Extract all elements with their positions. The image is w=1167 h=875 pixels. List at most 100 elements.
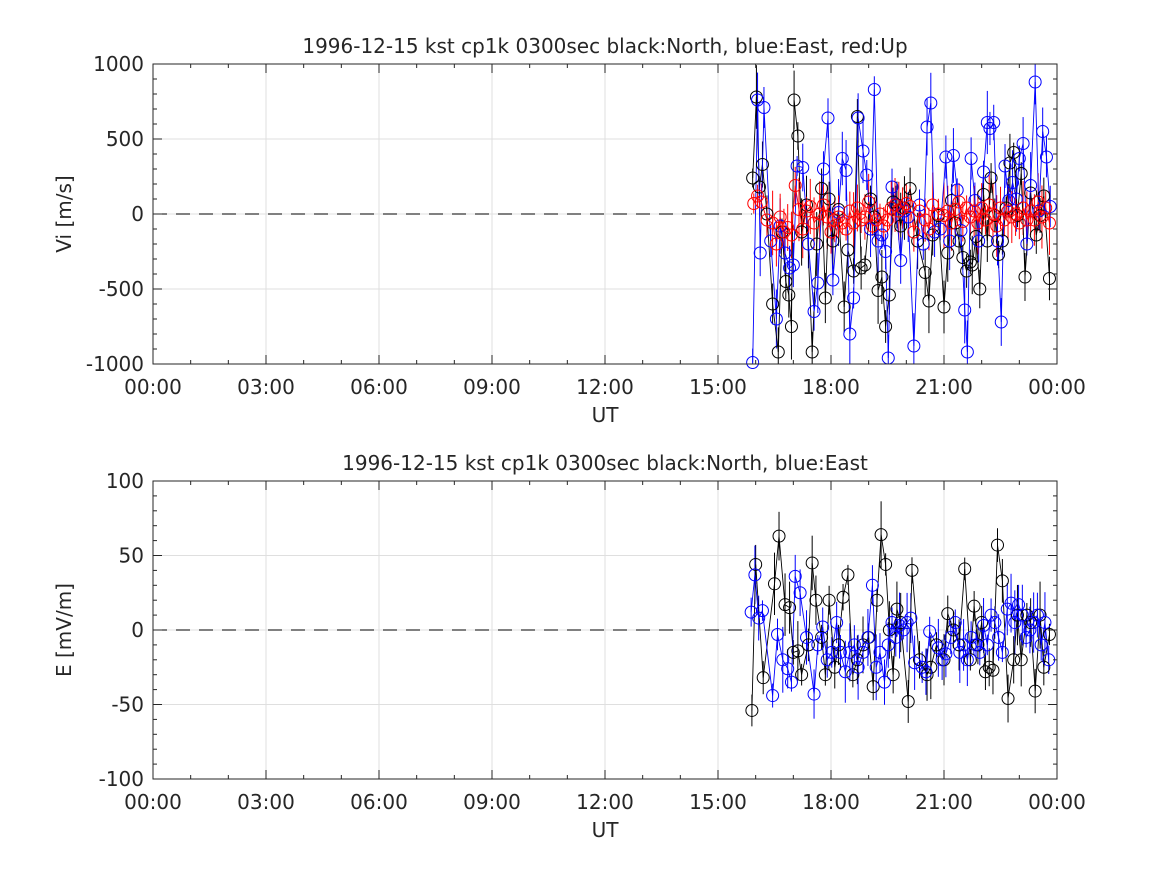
data-point (818, 291, 832, 305)
data-point (941, 204, 955, 218)
data-point (995, 645, 1009, 659)
data-point (769, 237, 783, 251)
data-point (749, 557, 763, 571)
data-point (815, 630, 829, 644)
data-point (805, 345, 819, 359)
data-point (939, 647, 953, 661)
data-point (967, 204, 981, 218)
data-point (939, 150, 953, 164)
data-point (791, 129, 805, 143)
efield-chart-title: 1996-12-15 kst cp1k 0300sec black:North,… (342, 451, 868, 475)
x-tick-label: 12:00 (576, 790, 634, 814)
data-point (836, 590, 850, 604)
data-point (755, 158, 769, 171)
data-point (839, 164, 853, 177)
data-point (964, 630, 978, 644)
data-point (847, 291, 861, 305)
data-point (843, 204, 857, 218)
data-point (846, 668, 860, 682)
data-point (971, 216, 985, 230)
data-point (1012, 216, 1026, 230)
data-point (918, 266, 932, 279)
data-point (796, 222, 810, 236)
data-point (864, 192, 878, 206)
data-point (915, 660, 929, 674)
data-point (995, 234, 1009, 248)
data-point (861, 630, 875, 644)
data-point (843, 645, 857, 659)
data-point (885, 616, 899, 630)
data-point (811, 276, 825, 290)
data-point (830, 616, 844, 630)
data-point (837, 300, 851, 314)
velocity-y-axis-label: Vi [m/s] (52, 175, 76, 252)
data-point (1024, 186, 1038, 200)
data-point (786, 258, 800, 272)
y-tick-label: 0 (131, 618, 144, 642)
data-point (889, 630, 903, 644)
x-tick-label: 03:00 (237, 375, 295, 399)
data-point (800, 204, 814, 218)
data-point (956, 215, 970, 228)
data-point (768, 577, 781, 591)
data-point (826, 234, 840, 248)
data-point (875, 228, 889, 242)
data-point (753, 246, 767, 260)
data-point (745, 703, 759, 717)
data-point (779, 275, 793, 288)
data-point (1028, 75, 1042, 89)
data-point (850, 110, 864, 123)
data-point (1042, 216, 1056, 230)
y-tick-label: -500 (99, 277, 144, 301)
velocity-x-axis-label: UT (592, 403, 620, 427)
data-point (879, 320, 893, 333)
data-point (755, 604, 769, 618)
data-point (856, 645, 870, 659)
data-point (963, 255, 977, 269)
velocity-chart: 00:00 03:00 06:00 09:00 12:00 15:00 18:00 21:00… (52, 34, 1086, 427)
data-point (769, 312, 783, 326)
data-point (1008, 616, 1022, 630)
data-point (941, 607, 955, 621)
data-point (805, 556, 819, 570)
velocity-chart-title: 1996-12-15 kst cp1k 0300sec black:North,… (302, 34, 907, 58)
y-tick-label: 100 (106, 469, 144, 493)
data-point (937, 300, 951, 314)
efield-chart: 00:00 03:00 06:00 09:00 12:00 15:00 18:00 21:00… (52, 451, 1086, 842)
data-point (746, 356, 760, 369)
y-tick-label: 50 (119, 544, 144, 568)
data-point (816, 198, 830, 212)
data-point (975, 616, 989, 630)
data-point (952, 234, 966, 248)
data-point (890, 602, 904, 616)
data-point (948, 203, 962, 216)
data-point (801, 638, 815, 652)
data-point (896, 201, 910, 215)
data-point (847, 638, 861, 652)
y-tick-label: -50 (111, 693, 144, 717)
data-point (972, 234, 986, 248)
x-tick-label: 21:00 (915, 375, 973, 399)
data-point (960, 653, 974, 667)
data-point (822, 593, 836, 607)
data-point (901, 695, 915, 709)
efield-y-axis-label: E [mV/m] (52, 583, 76, 677)
x-tick-label: 06:00 (350, 790, 408, 814)
data-point (992, 248, 1006, 261)
data-point (809, 593, 823, 607)
data-point (811, 638, 825, 652)
data-point (866, 680, 880, 694)
data-point (984, 608, 998, 622)
data-point (777, 225, 791, 239)
data-point (982, 660, 996, 674)
data-point (892, 204, 906, 218)
data-point (879, 557, 893, 571)
data-point (907, 339, 921, 353)
data-point (862, 195, 876, 209)
data-point (994, 201, 1007, 215)
data-point (821, 111, 835, 125)
data-point (1033, 608, 1047, 622)
data-point (946, 149, 960, 162)
y-tick-label: 500 (106, 127, 144, 151)
